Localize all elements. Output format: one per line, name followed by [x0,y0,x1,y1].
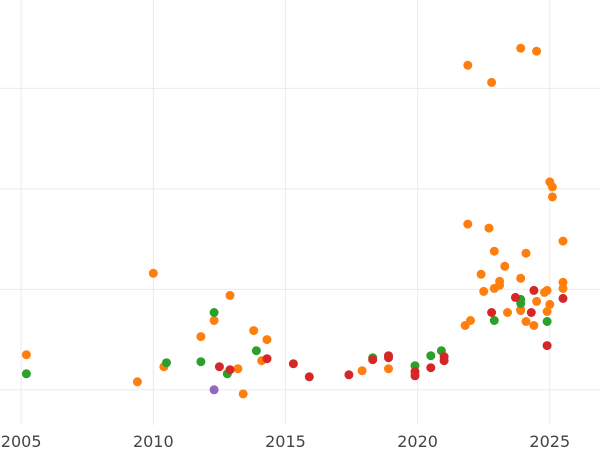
orange-data-point [547,182,557,192]
red-data-point [384,353,393,363]
orange-data-point [476,269,486,279]
orange-data-point [521,317,531,326]
red-data-point [288,359,298,369]
red-data-point [410,371,420,381]
red-data-point [214,362,224,372]
purple-data-point [209,385,219,395]
orange-data-point [233,364,243,374]
red-data-point [529,285,539,295]
x-axis-tick-labels: 2005 2010 2015 2020 2025 [1,432,570,450]
orange-data-point [503,308,512,317]
red-data-point [542,341,552,351]
gridlines [0,0,600,425]
red-data-point [225,365,235,375]
green-data-point [162,358,171,368]
orange-data-point [521,248,531,258]
orange-data-point [558,277,568,287]
orange-data-point [529,321,539,330]
orange-data-point [484,223,494,233]
orange-data-point [463,219,473,229]
orange-data-point [225,290,235,300]
red-data-point [344,370,354,380]
orange-data-point [495,276,505,286]
green-data-point [542,317,552,326]
x-tick-label: 2010 [133,432,174,450]
red-data-point [558,293,568,303]
x-tick-label: 2005 [1,432,42,450]
orange-data-point [466,316,475,325]
orange-data-point [558,236,568,246]
orange-data-point [238,389,248,399]
red-data-point [487,308,497,317]
red-data-point [304,372,314,382]
green-data-point [209,308,219,317]
data-points [21,43,568,399]
orange-data-point [148,268,158,278]
red-data-point [262,354,272,364]
green-data-point [516,298,526,308]
orange-data-point [357,366,367,376]
x-tick-label: 2015 [265,432,306,450]
green-data-point [21,369,31,379]
orange-data-point [262,335,272,345]
orange-data-point [209,316,219,325]
orange-data-point [500,261,510,271]
orange-data-point [545,299,555,309]
orange-data-point [196,332,206,342]
x-tick-label: 2020 [397,432,438,450]
orange-data-point [547,192,557,202]
orange-data-point [487,77,497,87]
x-tick-label: 2025 [529,432,570,450]
red-data-point [510,292,520,302]
red-data-point [368,355,378,365]
orange-data-point [463,60,473,70]
red-data-point [526,308,536,317]
orange-data-point [479,286,489,296]
red-data-point [439,356,449,366]
green-data-point [489,316,499,325]
orange-data-point [516,273,526,283]
orange-data-point [489,246,499,256]
orange-data-point [384,364,393,374]
orange-data-point [542,307,552,316]
green-data-point [426,351,436,361]
orange-data-point [21,350,31,360]
red-data-point [426,363,436,373]
green-data-point [251,346,261,356]
orange-data-point [132,377,142,387]
orange-data-point [249,326,259,336]
orange-data-point [516,43,526,53]
orange-data-point [532,296,542,306]
orange-data-point [542,285,552,295]
green-data-point [196,357,206,367]
orange-data-point [532,46,542,56]
